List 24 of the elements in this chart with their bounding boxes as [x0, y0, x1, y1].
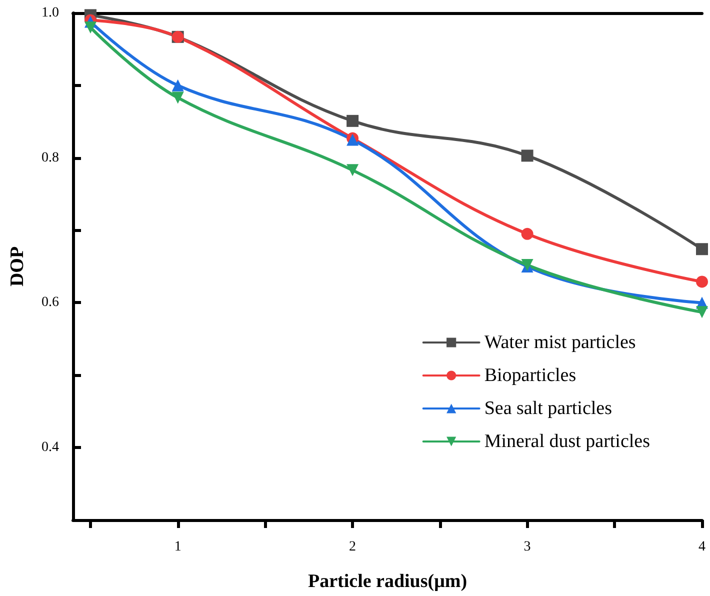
legend-label: Sea salt particles: [484, 398, 612, 419]
point: [84, 21, 96, 34]
x-tick-label: 2: [349, 540, 356, 554]
point: [172, 92, 184, 104]
legend-label: Mineral dust particles: [484, 431, 650, 452]
point: [521, 228, 534, 240]
point: [346, 164, 359, 176]
y-tick-label: 0.8: [42, 150, 59, 166]
y-tick-label: 0.6: [42, 295, 59, 310]
x-tick-label: 4: [698, 540, 706, 554]
y-tick-label: 1.0: [42, 6, 59, 20]
legend-label: Water mist particles: [484, 332, 636, 353]
point: [696, 306, 708, 318]
point: [696, 276, 708, 288]
y-axis-title: DOP: [7, 246, 28, 287]
x-tick-label: 3: [524, 540, 531, 554]
legend-label: Bioparticles: [484, 365, 576, 386]
point: [172, 79, 184, 92]
point: [346, 114, 359, 127]
x-tick-label: 1: [174, 540, 182, 554]
x-axis-title: Particle radius(μm): [308, 571, 468, 592]
point: [521, 150, 534, 162]
point: [696, 243, 708, 256]
y-tick-label: 0.4: [42, 440, 59, 456]
